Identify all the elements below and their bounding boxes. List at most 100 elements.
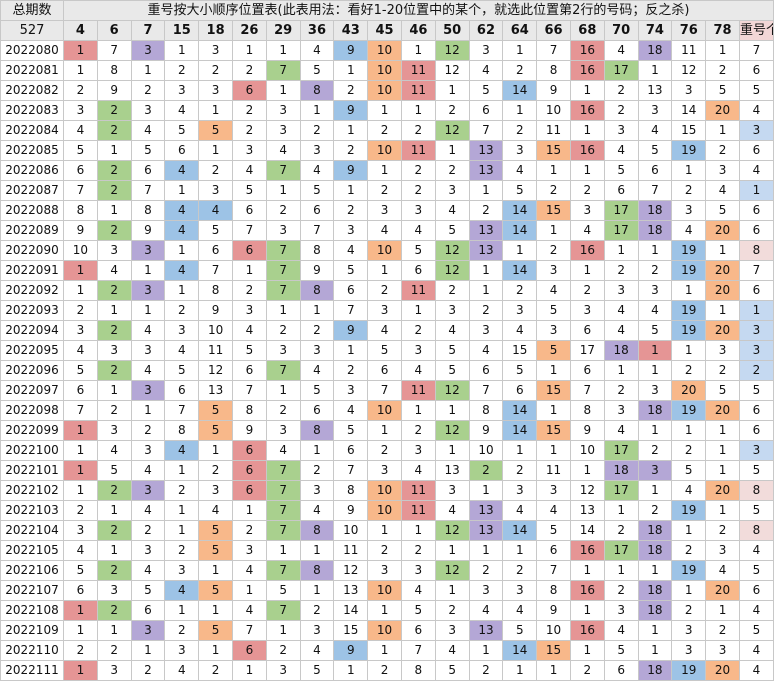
position-cell: 2	[96, 640, 132, 661]
position-cell: 1	[400, 40, 436, 61]
position-cell: 3	[637, 100, 673, 121]
position-cell: 2	[265, 400, 301, 421]
position-cell: 11	[671, 40, 707, 61]
position-cell: 4	[96, 260, 132, 281]
position-cell: 1	[265, 180, 301, 201]
position-cell: 15	[333, 620, 369, 641]
table-row: 2022086 6 2 6 4 2 4 7 4 9 1 2 2 13 4 1 1 5 6 1 3 4	[0, 160, 774, 181]
position-cell: 7	[164, 400, 200, 421]
table-row: 2022090 10 3 3 1 6 6 7 8 4 10 5 12 13 1 2 16 1 1 19 1 8	[0, 240, 774, 261]
position-cell: 5	[333, 260, 369, 281]
position-cell: 1	[265, 380, 301, 401]
position-header-64: 64	[502, 20, 538, 41]
position-cell: 1	[265, 300, 301, 321]
table-row: 2022101 1 5 4 1 2 6 7 2 7 3 4 13 2 2 11 1 18 3 5 1 5	[0, 460, 774, 481]
period-cell: 2022085	[0, 140, 64, 161]
position-cell: 1	[603, 240, 639, 261]
position-cell: 5	[367, 340, 402, 361]
position-cell: 9	[63, 220, 98, 241]
position-cell: 8	[231, 400, 267, 421]
position-cell: 1	[96, 140, 132, 161]
position-cell: 2	[705, 140, 740, 161]
position-cell: 7	[265, 560, 301, 581]
position-cell: 4	[502, 600, 538, 621]
position-cell: 9	[96, 80, 132, 101]
position-cell: 4	[164, 220, 200, 241]
position-cell: 1	[468, 260, 504, 281]
period-cell: 2022108	[0, 600, 64, 621]
period-cell: 2022099	[0, 420, 64, 441]
position-cell: 1	[164, 280, 200, 301]
position-cell: 5	[198, 620, 233, 641]
position-cell: 4	[231, 160, 267, 181]
position-cell: 5	[705, 80, 740, 101]
position-cell: 1	[333, 660, 369, 681]
position-cell: 5	[434, 660, 470, 681]
position-cell: 2	[96, 180, 132, 201]
position-cell: 4	[164, 660, 200, 681]
period-cell: 2022089	[0, 220, 64, 241]
position-cell: 14	[502, 420, 538, 441]
position-cell: 1	[299, 440, 335, 461]
position-cell: 16	[569, 240, 605, 261]
position-cell: 1	[367, 420, 402, 441]
position-cell: 3	[603, 400, 639, 421]
repeat-count-cell: 6	[738, 60, 774, 81]
position-header-26: 26	[231, 20, 267, 41]
position-cell: 1	[637, 620, 673, 641]
position-cell: 4	[367, 220, 402, 241]
position-cell: 1	[637, 480, 673, 501]
position-cell: 1	[367, 600, 402, 621]
position-cell: 4	[164, 440, 200, 461]
position-cell: 6	[63, 580, 98, 601]
position-cell: 4	[231, 560, 267, 581]
table-row: 2022096 5 2 4 5 12 6 7 4 2 6 4 5 6 5 1 6 1 1 2 2 2	[0, 360, 774, 381]
position-cell: 1	[63, 460, 98, 481]
position-cell: 4	[164, 340, 200, 361]
position-cell: 10	[367, 580, 402, 601]
position-header-46: 46	[400, 20, 436, 41]
position-cell: 10	[367, 60, 402, 81]
position-cell: 6	[130, 600, 166, 621]
position-cell: 4	[299, 640, 335, 661]
position-cell: 6	[231, 460, 267, 481]
period-cell: 2022095	[0, 340, 64, 361]
position-cell: 2	[468, 300, 504, 321]
position-cell: 5	[434, 340, 470, 361]
position-cell: 1	[637, 640, 673, 661]
position-cell: 3	[333, 220, 369, 241]
position-cell: 9	[299, 260, 335, 281]
position-cell: 9	[333, 640, 369, 661]
position-cell: 2	[434, 600, 470, 621]
position-cell: 2	[468, 200, 504, 221]
repeat-count-cell: 8	[738, 480, 774, 501]
position-cell: 9	[333, 160, 369, 181]
position-cell: 5	[198, 420, 233, 441]
table-row: 2022081 1 8 1 2 2 2 7 5 1 10 11 12 4 2 8 16 17 1 12 2 6	[0, 60, 774, 81]
position-cell: 3	[671, 640, 707, 661]
position-cell: 1	[705, 300, 740, 321]
position-cell: 1	[536, 360, 571, 381]
position-cell: 1	[637, 60, 673, 81]
position-cell: 5	[63, 360, 98, 381]
position-cell: 20	[705, 580, 740, 601]
position-cell: 1	[569, 80, 605, 101]
position-cell: 7	[569, 380, 605, 401]
position-cell: 3	[603, 120, 639, 141]
position-cell: 1	[502, 100, 538, 121]
position-cell: 5	[705, 200, 740, 221]
position-cell: 18	[637, 520, 673, 541]
position-cell: 3	[231, 300, 267, 321]
position-cell: 20	[671, 380, 707, 401]
table-row: 2022110 2 2 1 3 1 6 2 4 9 1 7 4 1 14 15 1 5 1 3 3 4	[0, 640, 774, 661]
position-cell: 8	[299, 420, 335, 441]
position-cell: 1	[603, 560, 639, 581]
position-cell: 1	[231, 40, 267, 61]
repeat-count-cell: 5	[738, 560, 774, 581]
position-header-36: 36	[299, 20, 335, 41]
position-cell: 1	[333, 120, 369, 141]
period-cell: 2022109	[0, 620, 64, 641]
position-cell: 2	[502, 560, 538, 581]
position-cell: 2	[96, 100, 132, 121]
position-cell: 4	[434, 320, 470, 341]
